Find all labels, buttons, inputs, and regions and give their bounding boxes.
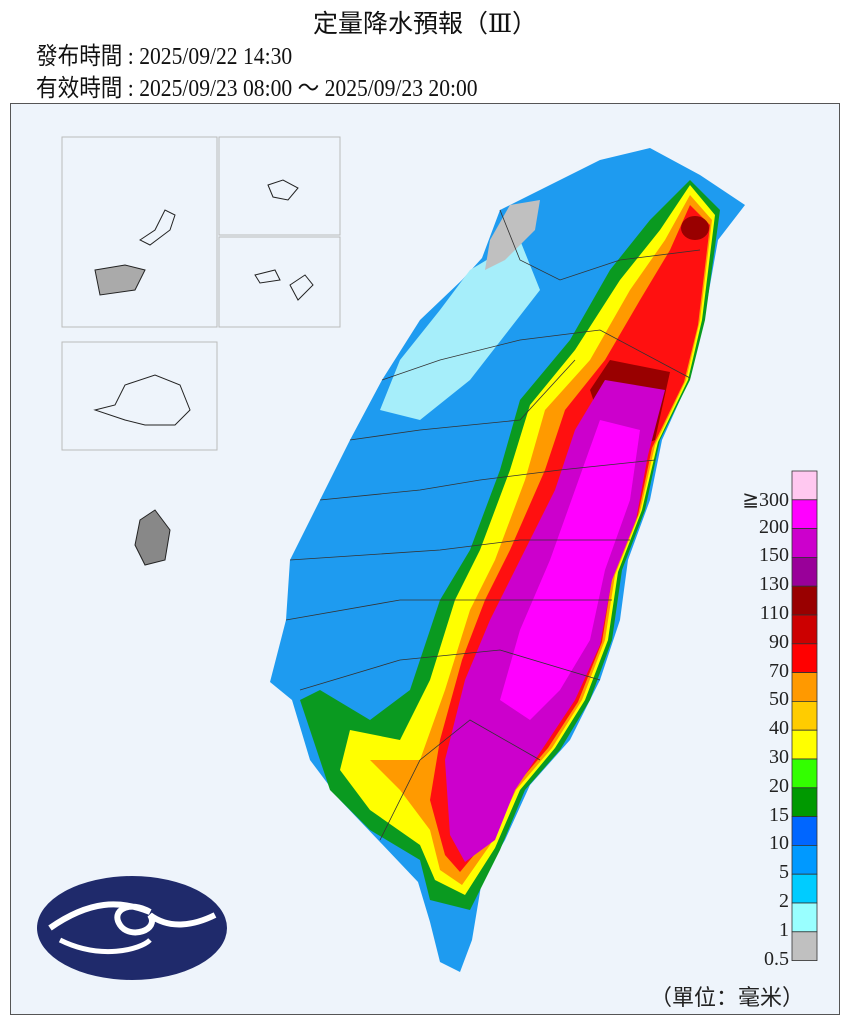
legend-swatch <box>791 528 818 558</box>
legend-swatch <box>791 701 818 731</box>
legend-swatch <box>791 672 818 702</box>
map-title: 定量降水預報（Ⅲ） <box>312 9 538 38</box>
legend-label: ≧300 <box>742 488 789 511</box>
legend-swatch <box>791 845 818 875</box>
legend-label: 200 <box>759 515 789 538</box>
legend-swatch <box>791 816 818 846</box>
legend-label: 0.5 <box>764 947 789 970</box>
outlying-islands <box>93 179 314 566</box>
legend-swatch <box>791 614 818 645</box>
legend-label: 50 <box>769 688 789 711</box>
legend-swatch <box>791 931 818 961</box>
legend-label: 30 <box>769 746 789 768</box>
legend-label: 5 <box>779 861 789 884</box>
legend-colorbar <box>791 470 818 961</box>
legend-swatch <box>791 873 818 904</box>
legend-label: 90 <box>769 630 789 653</box>
legend-label: 70 <box>769 659 789 682</box>
legend-swatch <box>791 787 818 817</box>
band-2mm <box>380 240 540 420</box>
legend-swatch <box>791 643 818 673</box>
valid-time: 有效時間 : 2025/09/23 08:00 ～ 2025/09/23 20:… <box>36 76 478 102</box>
legend-label: 20 <box>769 774 789 797</box>
legend-label: 40 <box>769 717 789 740</box>
legend-swatch <box>791 585 818 616</box>
legend-swatch <box>791 902 818 933</box>
county-boundaries <box>285 209 701 841</box>
legend-label: 2 <box>779 890 789 912</box>
band-110mm-north <box>681 216 709 240</box>
legend-label: 110 <box>759 602 789 624</box>
issued-time: 發布時間 : 2025/09/22 14:30 <box>36 44 293 70</box>
cwa-logo <box>37 876 227 980</box>
legend-label: 15 <box>769 803 789 826</box>
legend-swatch <box>791 470 818 501</box>
unit-label: （單位：毫米） <box>650 986 805 1011</box>
legend-label: 10 <box>769 832 789 855</box>
legend-swatch <box>791 499 818 529</box>
legend-swatch <box>791 758 818 789</box>
band-0.5mm <box>485 200 540 270</box>
legend-swatch <box>791 729 818 760</box>
legend-label: 1 <box>779 918 789 941</box>
taiwan-rainfall-bands <box>270 148 745 972</box>
legend-swatch <box>791 557 818 587</box>
legend-label: 150 <box>759 544 789 567</box>
inset-boxes <box>61 136 341 451</box>
band-200mm <box>500 420 640 720</box>
legend-label: 130 <box>759 573 789 596</box>
